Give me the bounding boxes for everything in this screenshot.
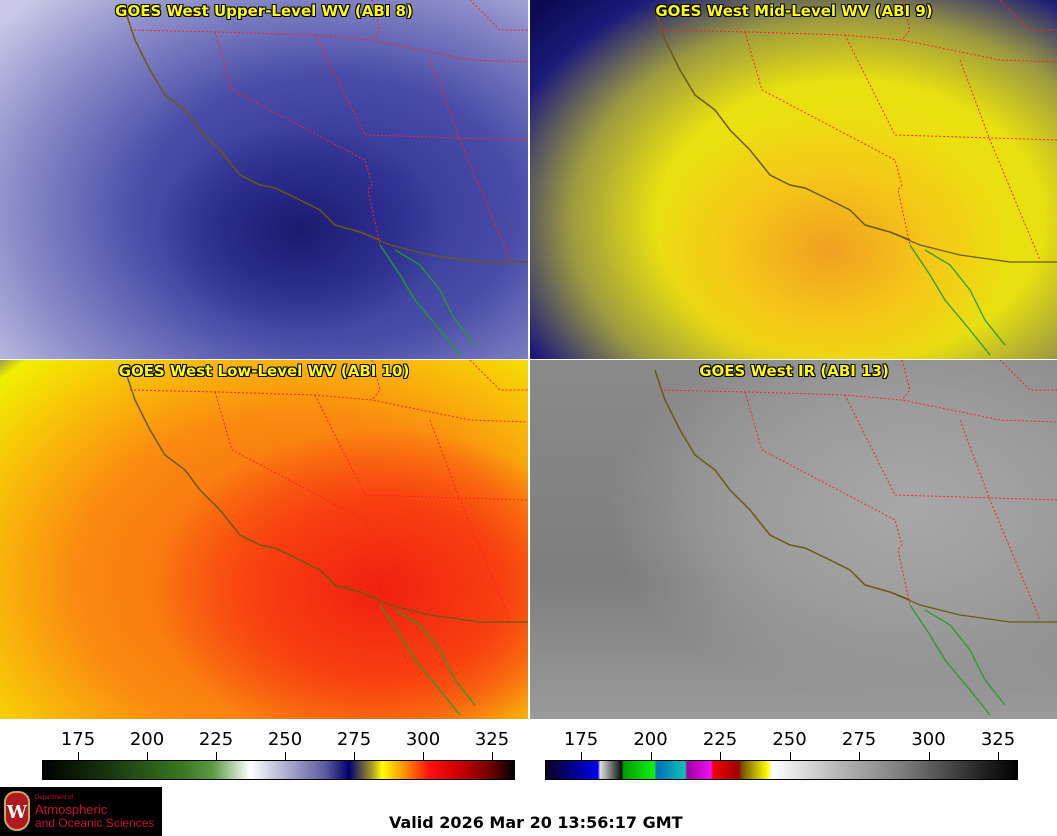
map-overlay <box>654 0 1057 356</box>
colorbar-tick <box>998 752 999 760</box>
map-overlay <box>124 0 528 356</box>
colorbar-tick-label: 225 <box>198 729 234 750</box>
colorbar-tick <box>789 752 791 760</box>
colorbar-tick <box>492 752 493 760</box>
map-overlay <box>124 360 528 716</box>
logo-dept: Department of <box>35 795 74 801</box>
panel-upper-level-wv: GOES West Upper-Level WV (ABI 8) <box>0 0 528 359</box>
colorbar-tick <box>720 752 721 760</box>
map-overlay <box>654 360 1057 716</box>
colorbar-tick-label: 325 <box>474 729 510 750</box>
uw-crest-icon: W <box>4 791 30 831</box>
panel-title: GOES West Upper-Level WV (ABI 8) <box>115 2 413 20</box>
panel-title: GOES West IR (ABI 13) <box>699 362 889 380</box>
panel-title: GOES West Mid-Level WV (ABI 9) <box>655 2 933 20</box>
colorbar-tick-label: 200 <box>129 729 165 750</box>
panel-low-level-wv: GOES West Low-Level WV (ABI 10) <box>0 360 528 719</box>
colorbar-tick-label: 325 <box>980 729 1016 750</box>
panel-mid-level-wv: GOES West Mid-Level WV (ABI 9) <box>530 0 1057 359</box>
colorbar-tick <box>581 752 582 760</box>
logo-oceanic: and Oceanic Sciences <box>35 816 155 830</box>
colorbar-tick-label: 300 <box>405 729 441 750</box>
panel-ir: GOES West IR (ABI 13) <box>530 360 1057 719</box>
logo-atmospheric: Atmospheric <box>35 802 108 817</box>
colorbar-tick-label: 250 <box>772 729 807 750</box>
colorbar-tick <box>354 752 355 760</box>
wv-colorbar <box>42 760 515 780</box>
colorbar-tick-label: 275 <box>336 729 372 750</box>
colorbar-tick-label: 275 <box>841 729 877 750</box>
colorbar-tick <box>423 752 424 760</box>
valid-time: Valid 2026 Mar 20 13:56:17 GMT <box>389 813 683 832</box>
colorbar-tick-label: 300 <box>911 729 946 750</box>
colorbar-tick-label: 175 <box>60 729 96 750</box>
aos-logo: W Department of Atmospheric and Oceanic … <box>0 787 162 836</box>
colorbar-tick <box>650 752 652 760</box>
panel-title: GOES West Low-Level WV (ABI 10) <box>118 362 410 380</box>
colorbar-tick-label: 250 <box>267 729 303 750</box>
ir-colorbar <box>545 760 1018 780</box>
colorbar-tick-label: 175 <box>563 729 599 750</box>
colorbar-tick <box>859 752 860 760</box>
colorbar-tick <box>78 752 79 760</box>
colorbar-tick <box>216 752 217 760</box>
colorbar-tick <box>928 752 930 760</box>
colorbar-tick-label: 200 <box>633 729 668 750</box>
colorbar-tick <box>285 752 286 760</box>
colorbar-tick-label: 225 <box>702 729 738 750</box>
colorbar-tick <box>147 752 148 760</box>
